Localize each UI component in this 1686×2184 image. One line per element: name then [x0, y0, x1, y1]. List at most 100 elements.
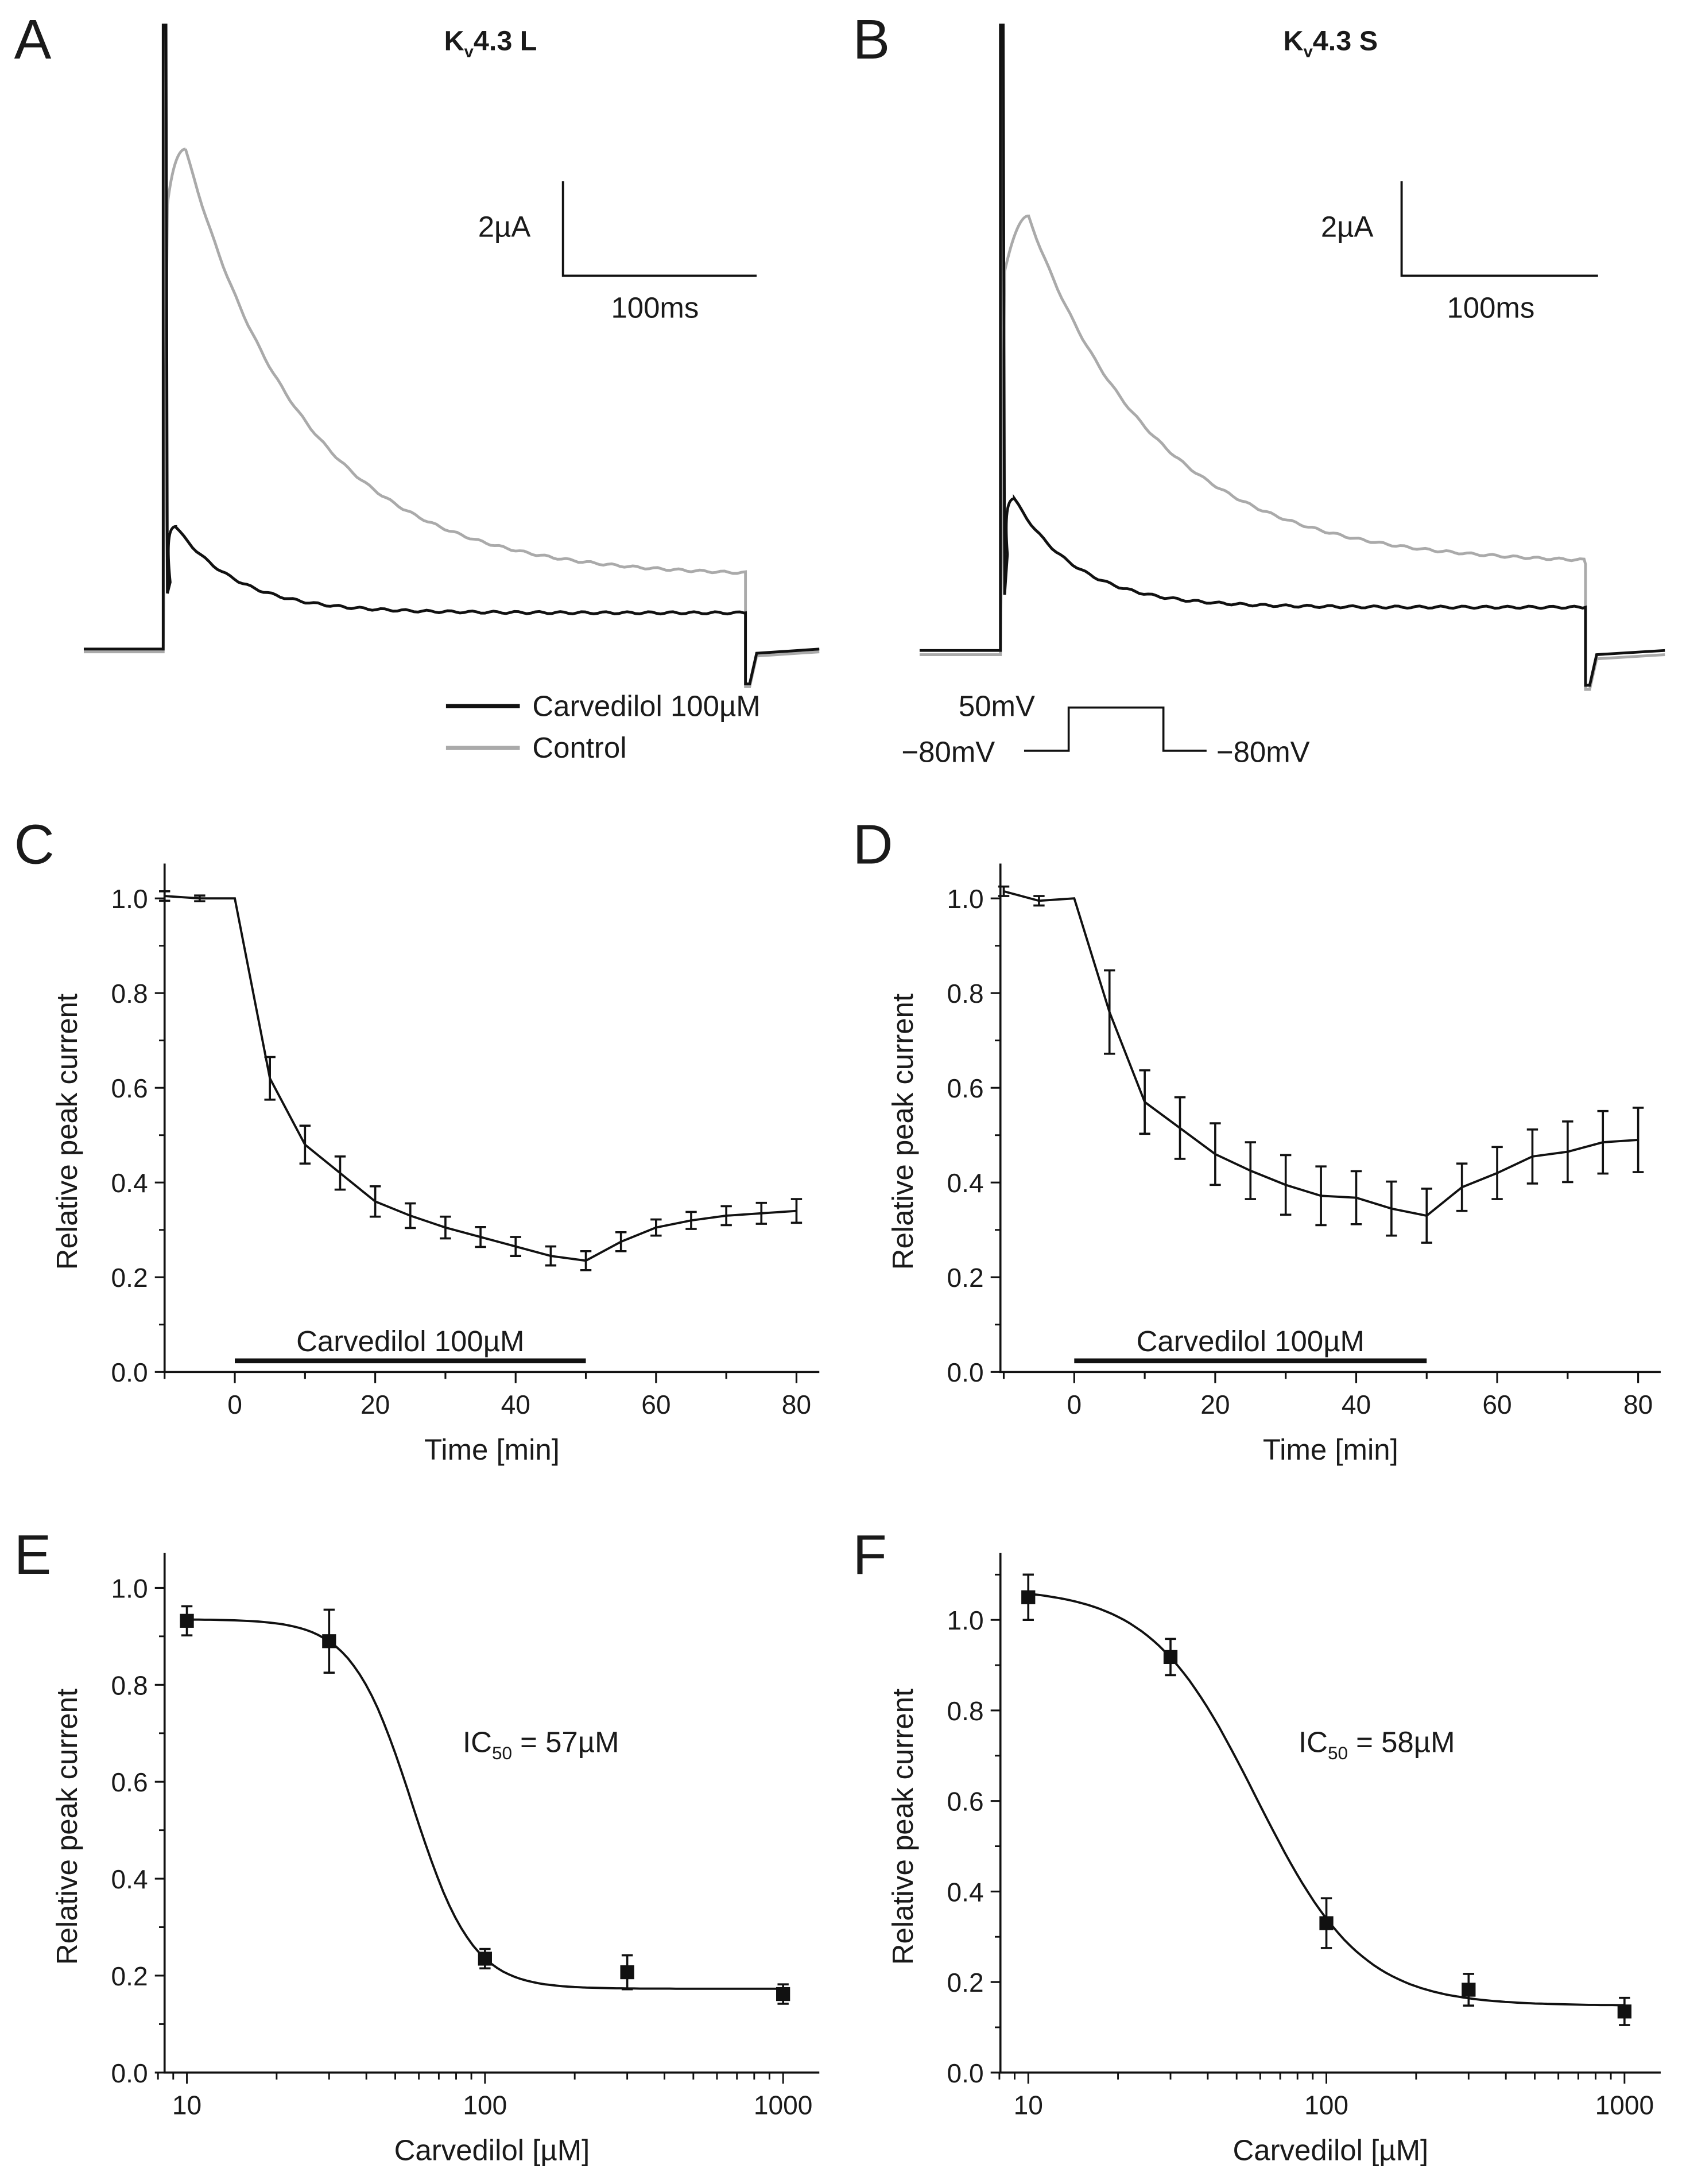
y-tick-label: 0.4 — [947, 1168, 984, 1198]
y-tick-label: 0.2 — [947, 1968, 984, 1997]
ic50-subscript: 50 — [1328, 1743, 1348, 1763]
panel-letter-D: D — [852, 813, 893, 876]
title-subscript: v — [464, 42, 474, 61]
scale-current-label: 2µA — [1321, 211, 1374, 243]
title-rest: 4.3 L — [474, 25, 537, 56]
drug-application-label: Carvedilol 100µM — [296, 1325, 524, 1357]
x-tick-label: 40 — [501, 1390, 530, 1419]
y-tick-label: 0.4 — [947, 1877, 984, 1907]
chart-D: 0.0 0.2 0.4 0.6 0.8 1.0 0 20 40 60 80 Time [min] Rel… — [886, 863, 1661, 1466]
x-tick-label: 80 — [1623, 1390, 1653, 1419]
y-axis-label: Relative peak current — [51, 994, 83, 1270]
data-point — [1462, 1983, 1476, 1997]
y-tick-label: 0.0 — [947, 1357, 984, 1387]
y-tick-label: 0.8 — [111, 979, 148, 1008]
legend-control: Control — [532, 731, 626, 764]
ic50-annotation: IC50 = 57µM — [463, 1726, 619, 1763]
x-tick-label: 10 — [1014, 2090, 1043, 2120]
ic50-annotation: IC50 = 58µM — [1299, 1726, 1455, 1763]
trace-control-B — [919, 214, 1665, 691]
title-main: K — [444, 25, 464, 56]
x-tick-label: 100 — [463, 2090, 507, 2120]
chart-E: 0.0 0.2 0.4 0.6 0.8 1.0 10 100 1000 Carvedilol [µ… — [51, 1553, 820, 2167]
ic50-main: IC — [1299, 1726, 1328, 1759]
y-tick-label: 0.8 — [947, 979, 984, 1008]
panel-letter-F: F — [852, 1523, 886, 1586]
data-point — [1319, 1916, 1334, 1930]
trace-control-A — [83, 148, 820, 688]
title-subscript: v — [1304, 42, 1313, 61]
protocol-hold-right: −80mV — [1216, 735, 1310, 768]
data-point — [776, 1987, 790, 2001]
y-tick-label: 1.0 — [947, 884, 984, 914]
title-main: K — [1284, 25, 1304, 56]
panel-letter-E: E — [14, 1523, 52, 1586]
y-tick-label: 0.2 — [947, 1263, 984, 1293]
ic50-subscript: 50 — [492, 1743, 512, 1763]
voltage-protocol-icon — [1024, 706, 1207, 752]
panel-letter-B: B — [852, 8, 890, 71]
panel-title-A: Kv4.3 L — [444, 25, 537, 61]
panel-title-B: Kv4.3 S — [1284, 25, 1378, 61]
axes — [163, 863, 820, 1374]
trace-carvedilol-B — [919, 24, 1665, 687]
fit-curve — [187, 1618, 784, 1990]
data-point — [180, 1613, 194, 1628]
protocol-hold-left: −80mV — [901, 735, 995, 768]
data-point — [478, 1952, 492, 1966]
y-tick-label: 0.2 — [111, 1263, 148, 1293]
axes — [999, 863, 1661, 1374]
trace-carvedilol-A — [83, 24, 820, 685]
x-tick-label: 1000 — [754, 2090, 813, 2120]
scale-bar-A — [561, 181, 757, 277]
y-tick-label: 1.0 — [947, 1605, 984, 1635]
y-tick-label: 1.0 — [111, 1573, 148, 1603]
error-bar — [790, 1198, 803, 1224]
axes — [163, 1553, 820, 2074]
ic50-value: = 58µM — [1348, 1726, 1455, 1759]
x-tick-label: 10 — [172, 2090, 201, 2120]
y-axis-label: Relative peak current — [51, 1689, 83, 1965]
x-tick-label: 1000 — [1595, 2090, 1654, 2120]
y-tick-label: 0.0 — [947, 2058, 984, 2088]
x-axis-label: Time [min] — [1263, 1433, 1398, 1466]
data-point — [1163, 1650, 1178, 1665]
data-point — [1617, 2004, 1631, 2019]
x-tick-label: 100 — [1304, 2090, 1348, 2120]
ic50-main: IC — [463, 1726, 492, 1759]
legend-carvedilol: Carvedilol 100µM — [532, 689, 760, 722]
scale-time-label: 100ms — [611, 291, 699, 324]
y-tick-label: 0.0 — [111, 1357, 148, 1387]
scale-bar-B — [1400, 181, 1598, 277]
axes — [999, 1553, 1661, 2074]
data-point — [322, 1634, 336, 1648]
title-rest: 4.3 S — [1313, 25, 1378, 56]
x-tick-label: 0 — [1067, 1390, 1082, 1419]
y-tick-label: 0.6 — [947, 1073, 984, 1103]
data-point — [1021, 1590, 1036, 1604]
panel-letter-C: C — [14, 813, 55, 876]
x-axis-label: Carvedilol [µM] — [1232, 2134, 1428, 2167]
y-tick-label: 0.4 — [111, 1864, 148, 1894]
y-tick-label: 0.6 — [111, 1073, 148, 1103]
y-tick-label: 1.0 — [111, 884, 148, 914]
x-tick-label: 80 — [782, 1390, 811, 1419]
y-tick-label: 0.6 — [947, 1787, 984, 1817]
x-axis-label: Time [min] — [424, 1433, 560, 1466]
y-axis-label: Relative peak current — [886, 1689, 919, 1965]
y-tick-label: 0.8 — [111, 1670, 148, 1700]
x-tick-label: 20 — [361, 1390, 390, 1419]
y-tick-label: 0.2 — [111, 1961, 148, 1991]
chart-F: 0.0 0.2 0.4 0.6 0.8 1.0 10 100 1000 Carvedilol [µ… — [886, 1553, 1661, 2167]
panel-letter-A: A — [14, 8, 52, 71]
chart-C: 0.0 0.2 0.4 0.6 0.8 1.0 0 20 40 60 80 Time [min] Rel… — [51, 863, 820, 1466]
x-tick-label: 20 — [1200, 1390, 1230, 1419]
data-point — [620, 1965, 634, 1980]
ic50-value: = 57µM — [512, 1726, 619, 1759]
x-tick-label: 40 — [1342, 1390, 1371, 1419]
data-line — [164, 895, 797, 1262]
scale-current-label: 2µA — [478, 211, 531, 243]
y-tick-label: 0.4 — [111, 1168, 148, 1198]
y-tick-label: 0.0 — [111, 2058, 148, 2088]
